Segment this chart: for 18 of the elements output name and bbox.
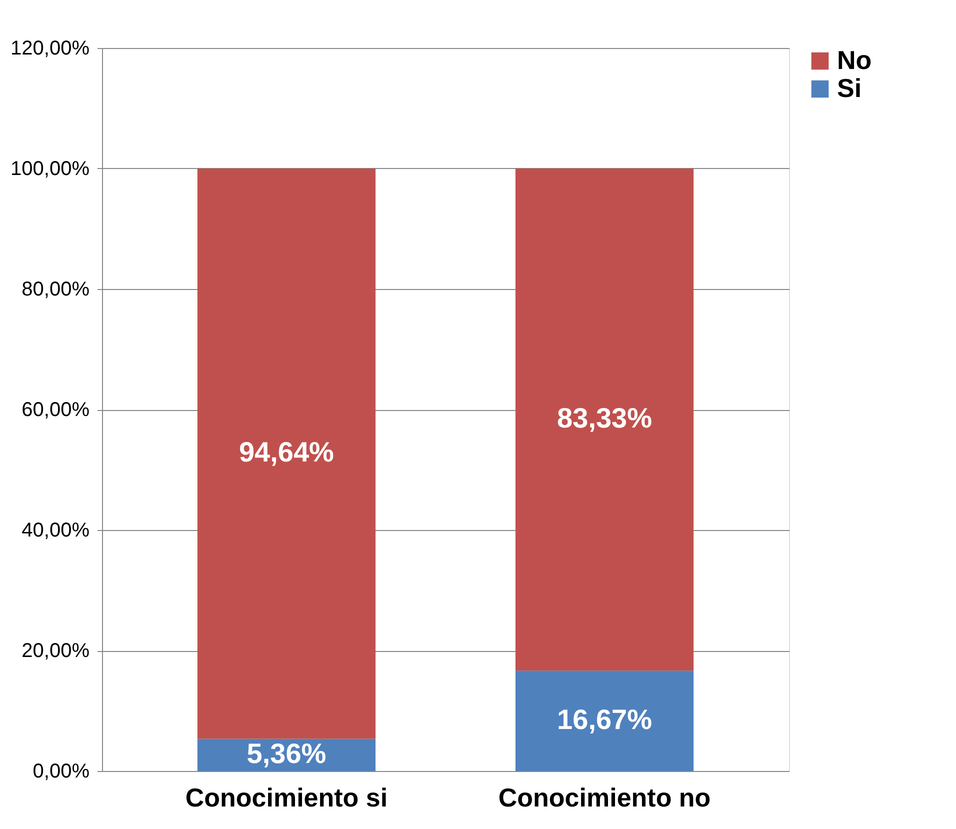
- data-label: 94,64%: [238, 436, 334, 468]
- y-tick-label: 0,00%: [32, 760, 90, 782]
- y-tick-label: 100,00%: [10, 158, 90, 180]
- legend-label: Si: [837, 73, 862, 103]
- y-tick-label: 40,00%: [22, 520, 90, 542]
- y-tick-label: 20,00%: [22, 640, 90, 662]
- data-label: 16,67%: [557, 704, 652, 735]
- legend-label: No: [837, 45, 872, 75]
- x-tick-label: Conocimiento no: [498, 782, 711, 812]
- y-tick-label: 60,00%: [22, 399, 90, 421]
- y-tick-label: 80,00%: [22, 278, 90, 300]
- data-label: 83,33%: [557, 402, 652, 434]
- y-tick-label: 120,00%: [10, 38, 90, 60]
- bar: [197, 168, 376, 739]
- x-tick-label: Conocimiento si: [185, 782, 388, 812]
- data-label: 5,36%: [246, 738, 326, 769]
- bar: [515, 168, 694, 671]
- bar: [515, 670, 694, 771]
